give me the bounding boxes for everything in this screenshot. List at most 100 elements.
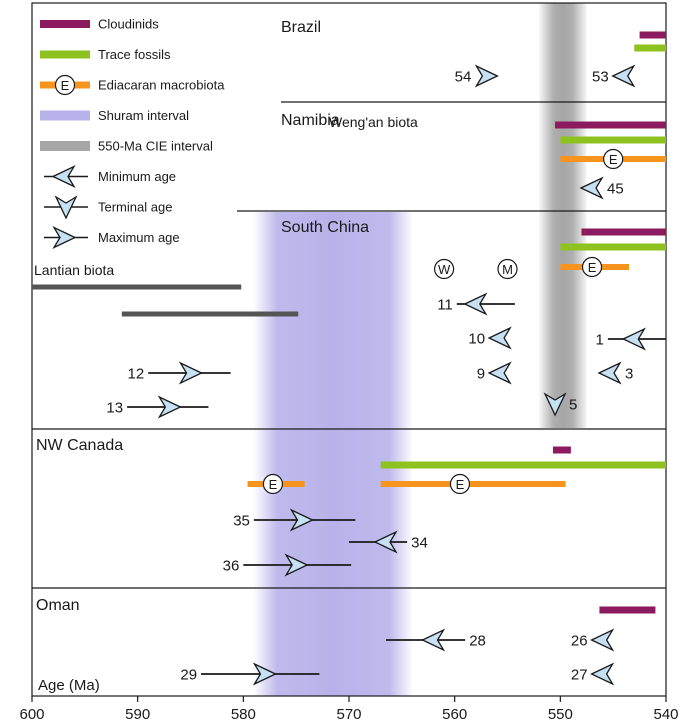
x-tick-label: 540 [653, 706, 678, 723]
ediacaran-e-symbol: E [581, 256, 603, 278]
ediacaran-e-symbol: E [603, 148, 624, 170]
trace-range-bar [560, 136, 666, 144]
legend-item-ediacaran-macrobiota: E Ediacaran macrobiota [40, 74, 225, 96]
legend-swatch [40, 141, 90, 151]
circle-symbol [449, 473, 471, 495]
circle-symbol [54, 74, 76, 96]
circle-symbol [581, 256, 603, 278]
legend-item-550-ma-cie-interval: 550-Ma CIE interval [40, 139, 213, 154]
legend-label: 550-Ma CIE interval [98, 139, 213, 154]
age-constraint-28: 28 [385, 628, 486, 652]
region-title: NW Canada [36, 437, 123, 454]
age-constraint-53: 53 [592, 64, 636, 88]
age-constraint-12: 12 [128, 361, 231, 385]
circle-letter: E [609, 152, 618, 167]
cie-interval-band [539, 3, 587, 428]
legend-label: Ediacaran macrobiota [98, 78, 225, 93]
maximum-age-arrow [289, 508, 314, 532]
age-label: 53 [592, 69, 609, 86]
marker-w: W [434, 258, 455, 280]
circle-letter: E [588, 260, 597, 275]
x-axis: 600 590 580 570 560 550 540 Age (Ma) [19, 677, 678, 723]
age-constraint-5: 5 [543, 392, 577, 417]
maximum-age-arrow [474, 64, 499, 88]
x-tick-label: 560 [442, 706, 467, 723]
minimum-age-arrow [611, 64, 636, 88]
age-label: 27 [571, 667, 588, 684]
region-title: Namibia [281, 112, 340, 129]
minimum-age-arrow [373, 530, 398, 554]
biota-bar-lantian-biota [32, 284, 242, 290]
age-label: 29 [180, 667, 197, 684]
age-label: 28 [469, 633, 486, 650]
age-label: 3 [625, 366, 633, 383]
biota-bar-weng-an-biota [121, 311, 299, 317]
ediacaran-e-symbol: E [449, 473, 471, 495]
age-constraint-27: 27 [571, 662, 615, 686]
age-label: 1 [596, 332, 604, 349]
x-tick-label: 600 [19, 706, 44, 723]
age-constraint-3: 3 [597, 361, 633, 385]
cloudinids-range-bar [581, 228, 666, 236]
age-constraint-29: 29 [180, 662, 320, 686]
legend-label: Minimum age [98, 169, 176, 184]
ediacaran-range-bar [380, 481, 566, 487]
age-label: 13 [106, 400, 123, 417]
region-namibia: Namibia E 45 [281, 112, 666, 200]
terminal-age-arrow [543, 392, 567, 417]
legend-swatch [40, 50, 90, 59]
trace-range-bar [634, 44, 666, 52]
legend-item-trace-fossils: Trace fossils [40, 47, 171, 62]
age-constraint-13: 13 [106, 395, 209, 419]
legend-item-minimum-age: Minimum age [44, 164, 176, 189]
minimum-age-arrow [579, 176, 604, 200]
age-constraint-1: 1 [596, 327, 666, 351]
age-label: 9 [477, 366, 485, 383]
cloudinids-range-bar [599, 606, 656, 614]
legend-label: Maximum age [98, 230, 180, 245]
x-tick-label: 570 [336, 706, 361, 723]
age-constraint-26: 26 [571, 628, 615, 652]
minimum-age-arrow [487, 361, 512, 385]
x-tick-label: 590 [125, 706, 150, 723]
maximum-age-arrow [284, 553, 309, 577]
cloudinids-range-bar [555, 121, 666, 129]
legend-swatch [40, 110, 90, 121]
age-label: 54 [455, 69, 472, 86]
trace-range-bar [560, 243, 666, 251]
age-constraint-10: 10 [468, 326, 512, 350]
age-label: 35 [233, 513, 250, 530]
region-brazil: Brazil 54 53 [281, 19, 666, 88]
region-nw-canada: NW Canada E E 35 34 36 [36, 437, 666, 577]
region-south-china: South China E Lantian biota Weng'an biota W M… [32, 114, 666, 419]
x-axis-label: Age (Ma) [38, 677, 100, 694]
region-oman: Oman 28 26 27 29 [36, 597, 656, 686]
age-label: 36 [223, 558, 240, 575]
trace-range-bar [380, 461, 666, 469]
age-label: 12 [128, 366, 145, 383]
minimum-age-arrow [463, 292, 488, 316]
age-constraint-34: 34 [349, 530, 428, 554]
legend-e-symbol: E [54, 74, 76, 96]
minimum-age-arrow [597, 361, 622, 385]
age-constraint-45: 45 [579, 176, 624, 200]
minimum-age-arrow [621, 327, 646, 351]
maximum-age-arrow [252, 662, 277, 686]
age-label: 34 [411, 535, 428, 552]
age-label: 45 [607, 181, 624, 198]
x-tick-label: 580 [231, 706, 256, 723]
age-label: 5 [569, 397, 577, 414]
circle-symbol [262, 473, 284, 495]
legend-label: Cloudinids [98, 17, 159, 32]
minimum-age-arrow [590, 662, 615, 686]
age-constraint-9: 9 [477, 361, 512, 385]
legend-label: Terminal age [98, 200, 172, 215]
age-constraint-11: 11 [437, 292, 515, 316]
biota-label-weng-an-biota: Weng'an biota [329, 114, 418, 130]
age-constraint-54: 54 [455, 64, 499, 88]
legend-min-arrow [51, 164, 76, 189]
circle-symbol [434, 258, 455, 280]
legend-label: Trace fossils [98, 47, 171, 62]
